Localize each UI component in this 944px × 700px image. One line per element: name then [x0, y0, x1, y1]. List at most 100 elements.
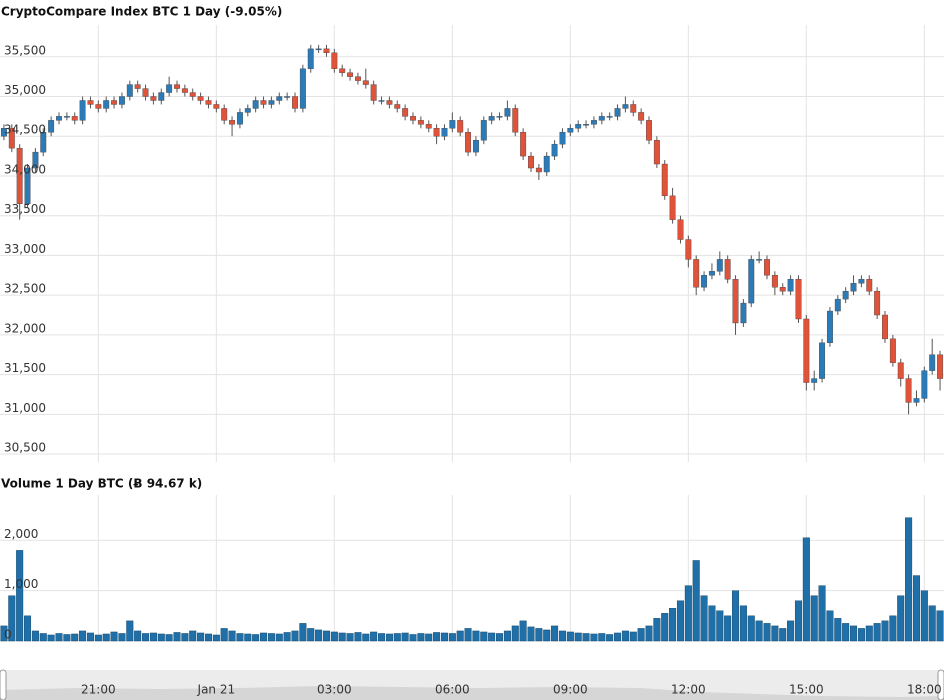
y-tick-label: 32,500	[4, 282, 46, 296]
volume-bar	[315, 629, 323, 642]
candle-body	[559, 132, 566, 145]
y-tick-label: 2,000	[4, 527, 38, 541]
candle-body	[292, 96, 298, 109]
volume-bar	[621, 630, 629, 642]
volume-bar	[330, 631, 338, 642]
volume-bar	[912, 575, 920, 642]
volume-bar	[322, 630, 330, 642]
candle-body	[528, 155, 534, 169]
volume-bar	[700, 595, 708, 642]
y-tick-label: 0	[4, 628, 12, 642]
candle-body	[150, 96, 157, 101]
y-tick-label: 33,000	[4, 242, 46, 256]
volume-bar	[763, 623, 771, 642]
candle-body	[834, 298, 841, 312]
volume-bar	[905, 517, 913, 642]
candle-body	[583, 124, 590, 126]
volume-bar	[661, 613, 669, 642]
candle-body	[842, 290, 849, 300]
volume-bar	[71, 633, 79, 642]
candle-body	[701, 275, 708, 288]
y-tick-label: 30,500	[4, 441, 46, 455]
volume-bar	[472, 630, 480, 642]
volume-bar	[637, 628, 645, 642]
volume-bar	[8, 595, 16, 642]
volume-bar	[86, 632, 94, 642]
volume-bar	[551, 625, 559, 642]
volume-bar	[716, 610, 724, 642]
candle-body	[354, 76, 361, 81]
candle-body	[504, 108, 511, 117]
candle-body	[276, 96, 283, 101]
candle-body	[724, 259, 731, 280]
navigator-handle[interactable]	[937, 669, 944, 700]
y-tick-label: 1,000	[4, 577, 38, 591]
candle-body	[921, 370, 928, 399]
volume-bar	[669, 608, 677, 642]
volume-bar	[378, 633, 386, 642]
candle-body	[268, 100, 275, 105]
volume-bar	[810, 595, 818, 642]
navigator-area	[0, 686, 944, 700]
volume-bar	[708, 605, 716, 642]
volume-bar	[55, 633, 63, 642]
candle-body	[378, 100, 385, 102]
candle-body	[221, 108, 228, 121]
volume-bar	[16, 550, 24, 642]
volume-bar	[47, 634, 55, 642]
y-tick-label: 35,500	[4, 43, 46, 57]
candle-body	[307, 48, 314, 69]
volume-bar	[920, 590, 928, 642]
candle-body	[111, 100, 118, 105]
candle-body	[693, 259, 700, 288]
volume-bar	[590, 633, 598, 642]
volume-bar	[535, 628, 543, 642]
volume-bar	[936, 610, 944, 642]
candle-body	[24, 167, 31, 204]
volume-bar	[503, 630, 511, 642]
volume-bar	[865, 625, 873, 642]
candle-body	[0, 128, 7, 137]
y-tick-label: 31,500	[4, 361, 46, 375]
candle-body	[158, 92, 165, 101]
candle-body	[197, 96, 204, 101]
candle-body	[134, 84, 141, 89]
volume-bar	[566, 631, 574, 642]
candle-body	[71, 116, 78, 121]
candle-body	[669, 195, 676, 220]
volume-bar	[110, 631, 118, 642]
candle-body	[95, 104, 102, 109]
candle-body	[386, 100, 393, 105]
candle-body	[16, 147, 23, 204]
candle-body	[803, 318, 810, 383]
candle-body	[103, 100, 110, 109]
candle-body	[630, 104, 637, 113]
candle-body	[465, 132, 472, 153]
volume-bar	[425, 633, 433, 642]
volume-bar	[802, 537, 810, 642]
candle-body	[638, 112, 645, 121]
candle-body	[347, 72, 354, 77]
candle-body	[189, 92, 196, 97]
candle-body	[567, 128, 574, 133]
volume-bar	[260, 632, 268, 642]
candle-body	[425, 124, 432, 129]
candle-body	[315, 48, 322, 51]
volume-bar	[889, 615, 897, 642]
candle-body	[32, 151, 39, 169]
volume-bar	[173, 632, 181, 642]
navigator-handle[interactable]	[0, 669, 7, 700]
volume-bar	[692, 560, 700, 642]
volume-bar	[582, 633, 590, 642]
volume-bar	[283, 632, 291, 642]
volume-bar	[732, 590, 740, 642]
x-tick-label: 12:00	[671, 683, 706, 697]
candle-body	[598, 116, 605, 121]
candle-body	[811, 378, 818, 383]
candle-body	[748, 259, 755, 304]
volume-bar	[24, 615, 32, 642]
candle-body	[874, 290, 881, 316]
volume-bar	[857, 628, 865, 642]
price-title: CryptoCompare Index BTC 1 Day (-9.05%)	[1, 5, 282, 19]
